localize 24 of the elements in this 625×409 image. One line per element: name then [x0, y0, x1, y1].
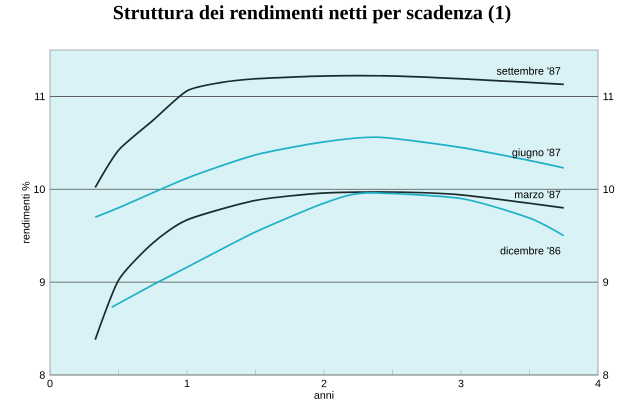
- y2-tick-label: 9: [603, 278, 608, 286]
- x-tick-label: 4: [595, 380, 601, 388]
- x-tick-label: 2: [322, 380, 326, 388]
- y2-tick-label: 11: [604, 92, 614, 100]
- x-tick-label: 0: [47, 380, 53, 388]
- x-tick-label: 1: [184, 380, 190, 388]
- y-tick-label: 11: [35, 92, 45, 100]
- y2-tick-label: 8: [603, 371, 608, 379]
- line-series: [94, 191, 565, 341]
- y-axis-title: rendimenti %: [22, 182, 30, 243]
- line-series: [94, 136, 565, 218]
- line-series: [94, 74, 565, 188]
- line-series: [110, 192, 565, 308]
- series-label: dicembre '86: [500, 246, 560, 254]
- y2-tick-label: 10: [604, 186, 614, 194]
- y-tick-label: 10: [34, 186, 45, 194]
- series-label: marzo '87: [515, 190, 560, 198]
- series-label: settembre '87: [496, 66, 560, 75]
- y-tick-label: 8: [40, 371, 45, 379]
- x-tick-label: 3: [458, 380, 464, 388]
- chart-title: Struttura dei rendimenti netti per scadenza (1): [114, 5, 510, 24]
- series-label: giugno '87: [512, 148, 560, 158]
- x-axis-title: anni: [314, 391, 334, 399]
- y-tick-label: 9: [40, 278, 45, 286]
